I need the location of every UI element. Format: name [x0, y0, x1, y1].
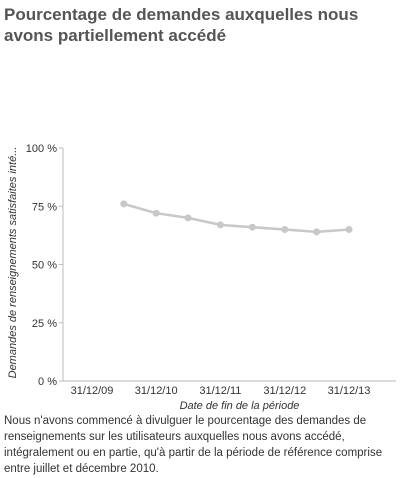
y-axis-ticks: 0 % 25 % 50 % 75 % 100 % [26, 143, 63, 388]
line-chart: 0 % 25 % 50 % 75 % 100 % 31/12/09 31/12/10 31/… [0, 130, 406, 415]
series-points [120, 200, 353, 236]
data-point [120, 200, 128, 208]
data-point [345, 226, 353, 233]
x-axis-title: Date de fin de la période [180, 400, 300, 412]
x-tick-label: 31/12/13 [328, 385, 371, 397]
y-axis-title: Demandes de renseignements satisfaites i… [7, 147, 19, 379]
chart-title: Pourcentage de demandes auxquelles nous … [4, 5, 359, 45]
y-tick-label: 25 % [32, 318, 57, 330]
data-point [152, 209, 160, 217]
series-line [123, 202, 350, 234]
x-axis-ticks: 31/12/09 31/12/10 31/12/11 31/12/12 31/12/13 [71, 385, 371, 397]
data-point [216, 221, 224, 229]
chart-canvas: 0 %25 %50 %75 %100 % 31/12/09 31/12/10 31/… [7, 143, 396, 412]
x-tick-label: 31/12/09 [71, 385, 114, 397]
footnote: Nous n'avons commencé à divulguer le pou… [4, 415, 383, 475]
data-point [281, 226, 289, 233]
x-tick-label: 31/12/11 [199, 385, 241, 397]
x-tick-label: 31/12/10 [135, 385, 178, 397]
data-point [248, 223, 256, 231]
y-tick-label: 75 % [32, 201, 57, 213]
y-tick-label: 100 % [26, 143, 57, 155]
data-point [313, 228, 321, 236]
y-tick-label: 50 % [32, 260, 57, 272]
y-tick-label: 0 % [38, 376, 57, 388]
data-point [184, 214, 192, 222]
x-tick-label: 31/12/12 [263, 385, 306, 397]
